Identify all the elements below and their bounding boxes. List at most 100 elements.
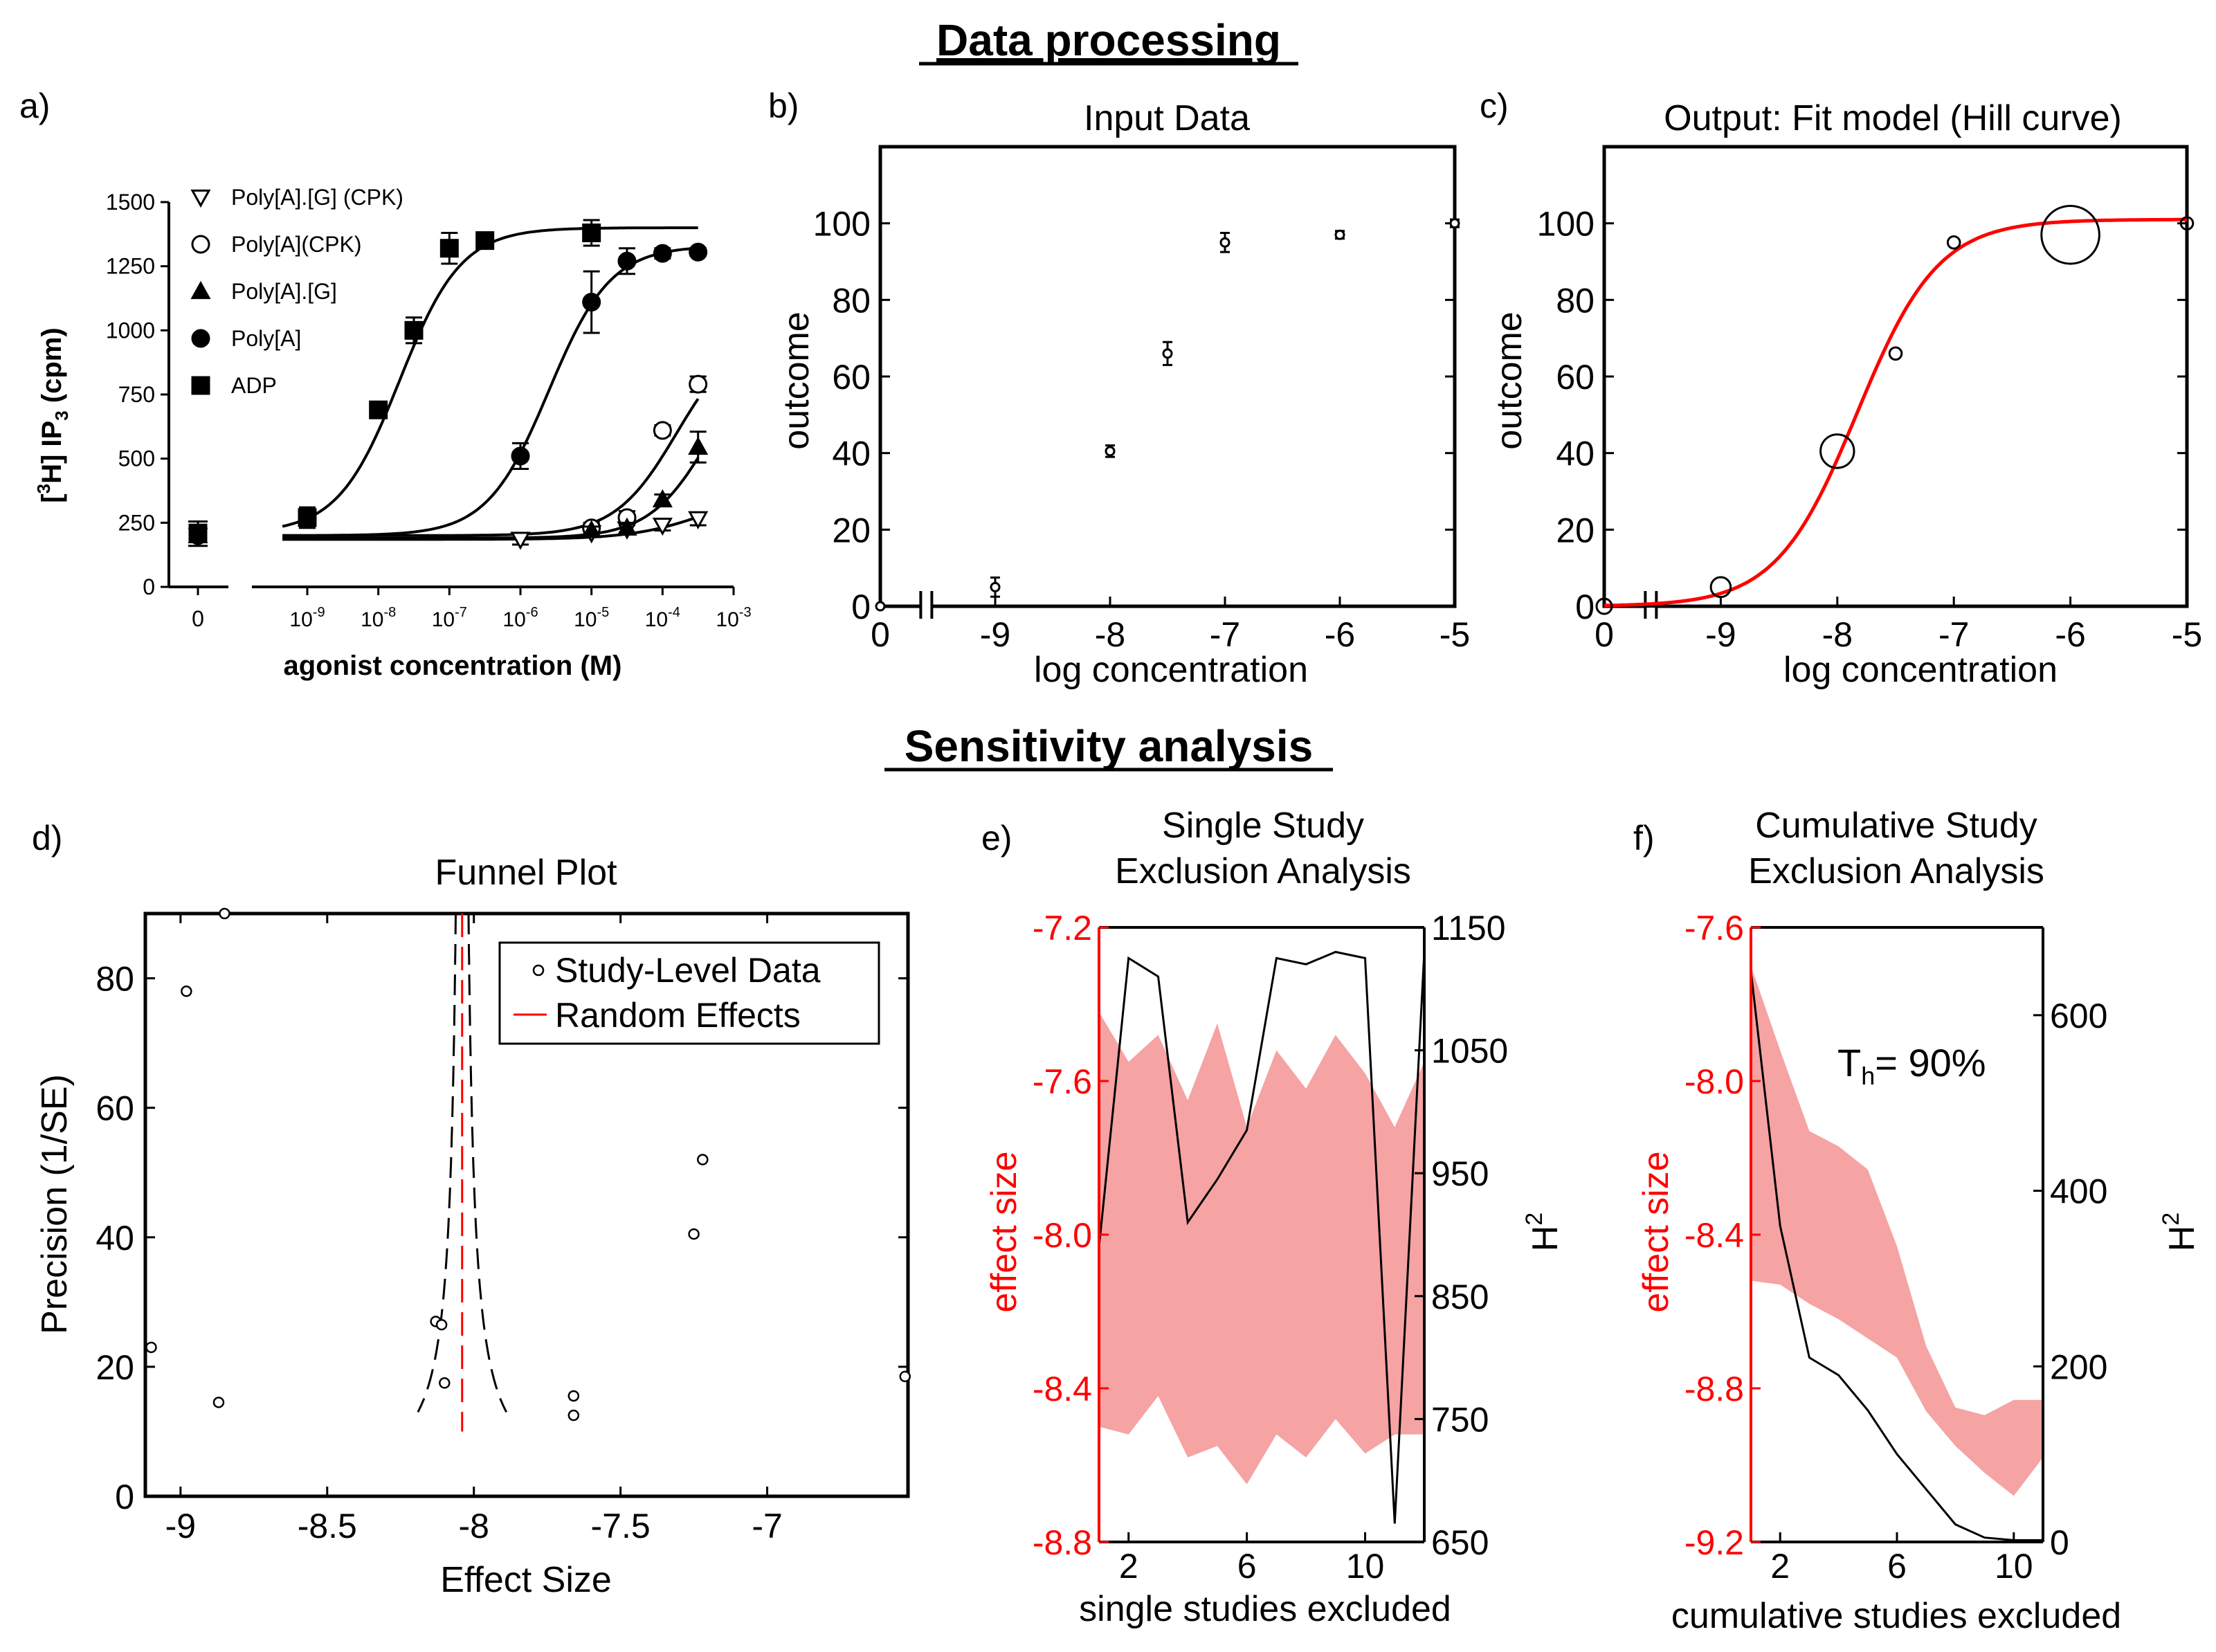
panel-c-point xyxy=(2040,204,2100,265)
panel-a-legend-marker-3 xyxy=(191,329,210,348)
panel-a-point-3 xyxy=(653,244,672,263)
panel-b-xlabel: log concentration xyxy=(1034,650,1308,690)
panel-b-ytick-label: 20 xyxy=(832,511,871,550)
panel-c-ytick-label: 20 xyxy=(1556,511,1595,550)
panel-f-effect-size-band xyxy=(1751,965,2043,1496)
panel-f-y2tick-label: 400 xyxy=(2050,1172,2107,1211)
panel-d-xtick-label: -7.5 xyxy=(591,1507,651,1545)
panel-d-ytick-label: 60 xyxy=(96,1089,134,1128)
panel-e-title-line2: Exclusion Analysis xyxy=(1115,851,1411,891)
panel-c-hill-curve xyxy=(1604,217,2187,608)
panel-c-xtick-label: -9 xyxy=(1705,615,1736,654)
panel-a-point-4 xyxy=(582,223,601,242)
panel-a-point-4 xyxy=(439,239,459,258)
panel-b-point xyxy=(1334,229,1345,240)
panel-a-point-3 xyxy=(511,446,530,466)
panel-d-point xyxy=(688,1228,700,1240)
panel-f-annotation: Th= 90% xyxy=(1837,1041,1986,1090)
panel-e-xtick-label: 10 xyxy=(1346,1547,1385,1586)
panel-b-ytick-label: 0 xyxy=(851,588,871,626)
panel-e-ytick-label: -8.4 xyxy=(1033,1370,1092,1408)
panel-b-xtick-label: -6 xyxy=(1325,615,1355,654)
panel-e-ylabel: effect size xyxy=(984,1151,1024,1312)
panel-c-label: c) xyxy=(1480,87,1509,125)
panel-a-xtick-label: 10-3 xyxy=(716,605,751,631)
panel-c-ticks: 0 20 40 60 80 100 0 -9 -8 -7 -6 -5 xyxy=(1537,205,2203,654)
panel-c-fit-curve xyxy=(1604,217,2187,608)
panel-d-funnel-boundary-left xyxy=(417,913,457,1413)
panel-b-xtick-label: -5 xyxy=(1440,615,1470,654)
panel-f-ylabel: effect size xyxy=(1636,1151,1676,1312)
panel-b-ylabel: outcome xyxy=(776,311,817,449)
panel-a-point-0 xyxy=(510,532,531,550)
panel-e-label: e) xyxy=(981,819,1012,857)
panel-a-ytick-label: 500 xyxy=(118,446,155,471)
panel-a-xtick-label: 10-7 xyxy=(432,605,467,631)
panel-c-ytick-label: 80 xyxy=(1556,281,1595,320)
panel-c-point xyxy=(1888,346,1903,361)
panel-c-ytick-label: 100 xyxy=(1537,205,1595,244)
panel-d-funnel-boundary-right xyxy=(467,913,508,1413)
panel-a-ytick-label: 1000 xyxy=(106,318,155,343)
panel-e-xtick-label: 6 xyxy=(1237,1547,1257,1586)
panel-d-point xyxy=(567,1390,580,1402)
panel-d-funnel xyxy=(417,913,508,1432)
panel-a-legend-marker-4 xyxy=(191,376,210,395)
panel-e-ytick-label: -7.2 xyxy=(1033,909,1092,947)
panel-b-xtick-label: -7 xyxy=(1210,615,1240,654)
panel-b-point xyxy=(990,581,1001,592)
panel-d-point xyxy=(212,1397,225,1408)
panel-c-xtick-label: -7 xyxy=(1938,615,1969,654)
panel-d-legend-box xyxy=(498,941,880,1045)
panel-e: e) Single Study Exclusion Analysis -8.8-… xyxy=(981,806,1565,1629)
panel-b-ytick-label: 100 xyxy=(813,205,871,244)
panel-e-y2tick-label: 850 xyxy=(1431,1278,1489,1316)
panel-f-ytick-label: -8.8 xyxy=(1684,1370,1744,1408)
panel-f-plot: -9.2 -8.8 -8.4 -8.0 -7.6 0 200 400 600 2 6 10 xyxy=(1684,909,2108,1586)
panel-a-xlabel: agonist concentration (M) xyxy=(284,651,622,681)
panel-a-legend-label-2: Poly[A].[G] xyxy=(231,279,337,304)
panel-b-title: Input Data xyxy=(1084,98,1250,138)
panel-a-ytick-label: 0 xyxy=(143,574,155,599)
panel-f-y2tick-label: 600 xyxy=(2050,997,2107,1035)
panel-a-xtick-label: 10-8 xyxy=(361,605,396,631)
panel-a-legend-marker-0 xyxy=(190,189,211,208)
panel-a-point-4 xyxy=(475,231,495,251)
panel-e-effect-size-band xyxy=(1099,1012,1424,1485)
panel-f-ytick-label: -9.2 xyxy=(1684,1523,1744,1562)
panel-d: d) Funnel Plot 0 20 40 60 80 -9 -8.5 -8 -7.5 -7 S… xyxy=(32,819,911,1600)
panel-e-ytick-label: -8.0 xyxy=(1033,1216,1092,1255)
panel-b-point xyxy=(1105,446,1116,457)
panel-e-title-line1: Single Study xyxy=(1162,806,1364,846)
panel-a-ytick-label: 250 xyxy=(118,510,155,535)
panel-c-ytick-label: 0 xyxy=(1575,588,1595,626)
panel-c-ytick-label: 60 xyxy=(1556,358,1595,397)
panel-c-xtick-label: 0 xyxy=(1595,615,1614,654)
panel-c-frame xyxy=(1602,145,2189,608)
panel-b-xtick-label: 0 xyxy=(871,615,890,654)
panel-f-title-line2: Exclusion Analysis xyxy=(1748,851,2044,891)
panel-a-xtick-label: 10-9 xyxy=(289,605,325,631)
panel-a-point-3 xyxy=(582,293,601,312)
panel-f-ytick-label: -8.4 xyxy=(1684,1216,1744,1255)
panel-d-point xyxy=(219,907,230,920)
panel-d-point xyxy=(435,1318,448,1331)
panel-c-point xyxy=(1595,597,1613,615)
panel-d-ytick-label: 20 xyxy=(96,1348,134,1387)
panel-a-label: a) xyxy=(19,87,50,125)
panel-e-h2-line xyxy=(1098,950,1426,1524)
panel-e-y2label: H2 xyxy=(1521,1213,1565,1251)
panel-d-ytick-label: 0 xyxy=(115,1478,134,1516)
panel-d-xtick-label: -7 xyxy=(752,1507,782,1545)
panel-b-ytick-label: 80 xyxy=(832,281,871,320)
panel-f-xtick-label: 6 xyxy=(1887,1547,1907,1586)
panel-b-label: b) xyxy=(768,87,799,125)
panel-d-legend-label-random: Random Effects xyxy=(555,996,801,1035)
panel-f-h2-line xyxy=(1750,971,2043,1541)
panel-c-point xyxy=(1819,433,1855,469)
panel-b-point xyxy=(1219,237,1230,248)
panel-d-point xyxy=(567,1409,580,1422)
panel-d-ticks: 0 20 40 60 80 -9 -8.5 -8 -7.5 -7 xyxy=(96,914,908,1545)
panel-b-point xyxy=(1162,348,1173,359)
